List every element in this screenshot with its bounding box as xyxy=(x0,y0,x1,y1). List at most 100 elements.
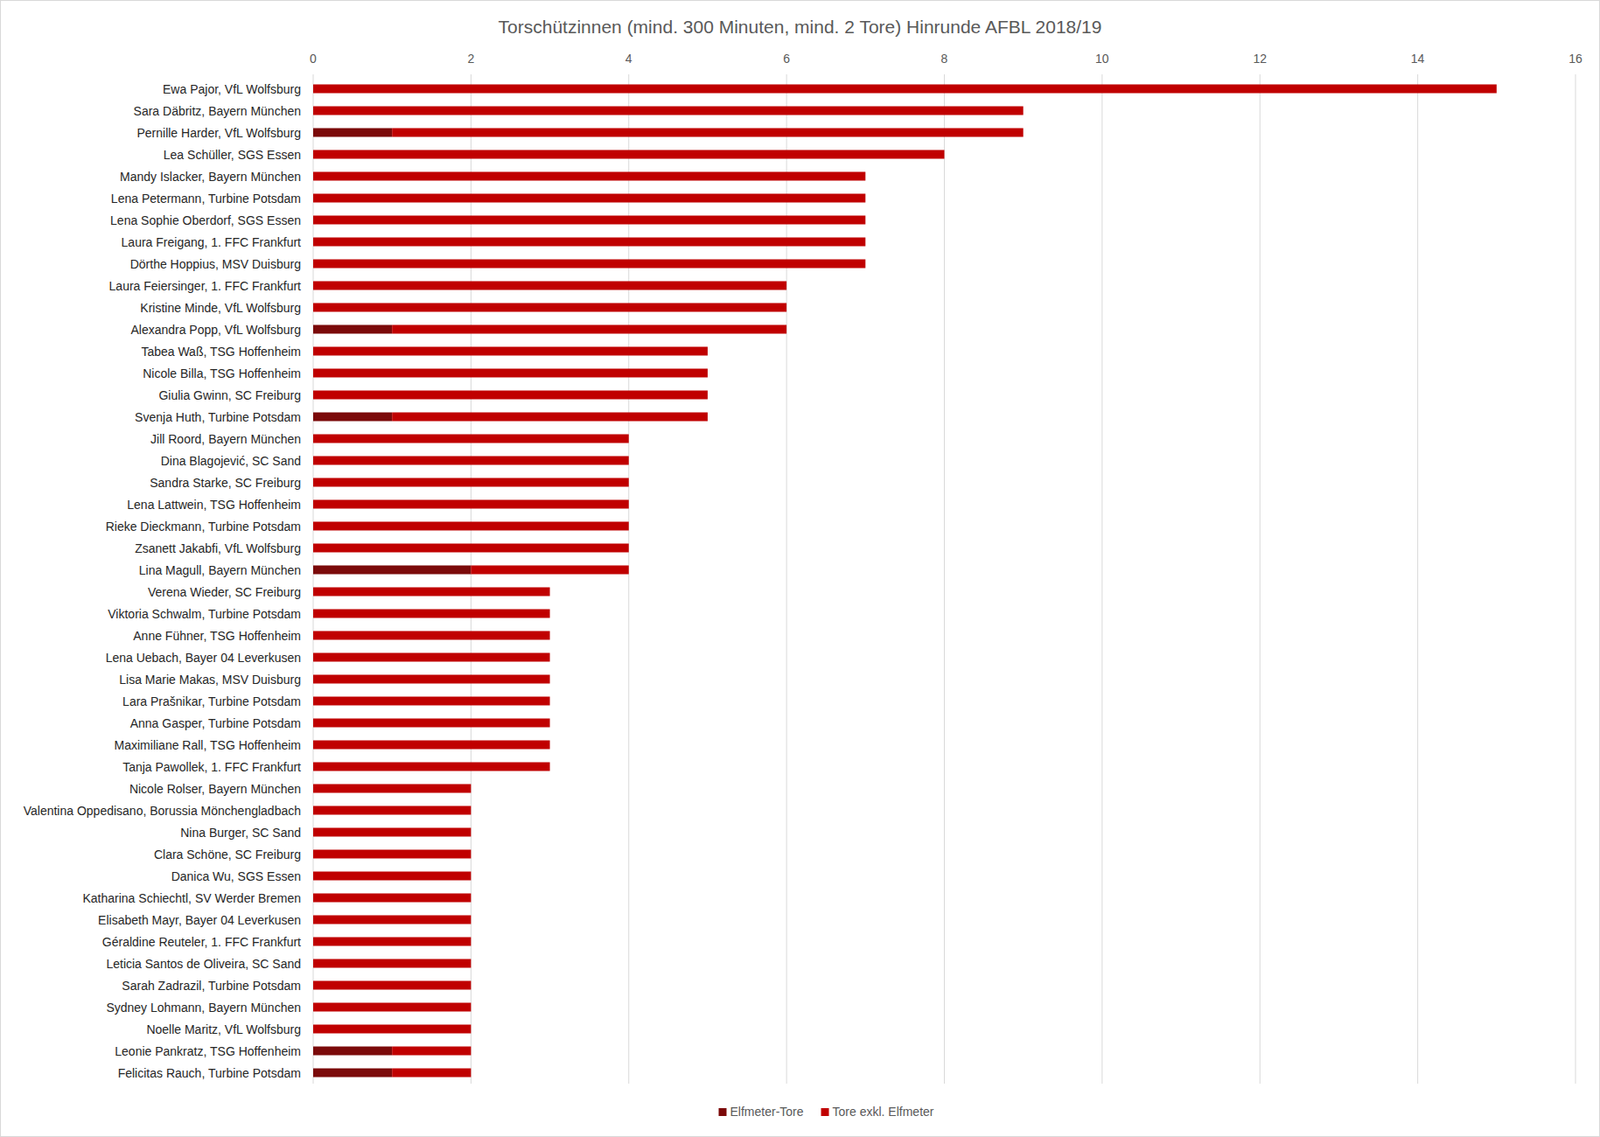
bar xyxy=(313,259,866,269)
chart-frame xyxy=(0,0,1600,1137)
category-label: Lisa Marie Makas, MSV Duisburg xyxy=(118,672,301,687)
bar xyxy=(313,412,392,422)
bar xyxy=(313,1003,471,1013)
bar xyxy=(313,216,866,225)
bar xyxy=(313,237,866,247)
category-label: Svenja Huth, Turbine Potsdam xyxy=(134,410,301,425)
category-label: Lina Magull, Bayern München xyxy=(139,563,301,578)
bar xyxy=(313,281,787,291)
bar xyxy=(313,959,471,969)
bar xyxy=(313,981,471,991)
tick-label: 16 xyxy=(1568,51,1583,66)
bar xyxy=(313,128,392,138)
bar xyxy=(313,456,629,466)
category-label: Leticia Santos de Oliveira, SC Sand xyxy=(105,957,301,972)
bar xyxy=(313,653,551,663)
bar xyxy=(313,303,787,313)
category-label: Danica Wu, SGS Essen xyxy=(171,869,301,884)
bar xyxy=(313,1068,392,1078)
category-label: Dörthe Hoppius, MSV Duisburg xyxy=(130,257,301,272)
bar xyxy=(313,522,629,532)
category-label: Anne Fühner, TSG Hoffenheim xyxy=(132,628,301,643)
grid-line xyxy=(943,74,945,1084)
bar xyxy=(313,150,945,160)
bar xyxy=(313,565,471,575)
bar xyxy=(391,1068,471,1078)
tick-label: 2 xyxy=(467,51,475,66)
bar xyxy=(313,500,629,510)
tick-label: 6 xyxy=(782,51,790,66)
category-label: Lena Sophie Oberdorf, SGS Essen xyxy=(110,213,301,228)
tick-label: 0 xyxy=(309,51,317,66)
legend-label: Elfmeter-Tore xyxy=(730,1104,804,1119)
grid-line xyxy=(1101,74,1103,1084)
bars xyxy=(313,84,1497,1078)
category-label: Ewa Pajor, VfL Wolfsburg xyxy=(162,82,301,97)
bar xyxy=(313,719,551,728)
bar xyxy=(313,762,551,772)
bar xyxy=(391,412,708,422)
grid-line xyxy=(470,74,472,1084)
category-label: Pernille Harder, VfL Wolfsburg xyxy=(136,125,301,140)
category-label: Lara Prašnikar, Turbine Potsdam xyxy=(122,694,301,709)
bar xyxy=(313,675,551,685)
category-label: Dina Blagojević, SC Sand xyxy=(160,454,301,469)
tick-label: 8 xyxy=(941,51,949,66)
category-label: Lena Lattwein, TSG Hoffenheim xyxy=(126,497,301,512)
bar xyxy=(313,84,1497,94)
category-label: Clara Schöne, SC Freiburg xyxy=(153,847,301,862)
legend-swatch xyxy=(719,1108,727,1117)
bar xyxy=(313,347,708,357)
category-label: Valentina Oppedisano, Borussia Mönchengl… xyxy=(23,803,301,818)
tick-label: 4 xyxy=(625,51,633,66)
bar xyxy=(313,850,471,860)
tick-label: 12 xyxy=(1252,51,1267,66)
bar xyxy=(391,1047,471,1056)
category-label: Zsanett Jakabfi, VfL Wolfsburg xyxy=(134,541,301,556)
grid-line xyxy=(1575,74,1577,1084)
category-label: Nicole Billa, TSG Hoffenheim xyxy=(142,366,301,381)
bar xyxy=(313,325,392,335)
category-label: Lena Petermann, Turbine Potsdam xyxy=(111,191,301,206)
title: Torschützinnen (mind. 300 Minuten, mind.… xyxy=(498,16,1103,37)
bar xyxy=(313,894,471,903)
bar xyxy=(313,369,708,378)
category-label: Maximiliane Rall, TSG Hoffenheim xyxy=(114,738,301,753)
category-label: Sarah Zadrazil, Turbine Potsdam xyxy=(121,978,301,993)
category-label: Felicitas Rauch, Turbine Potsdam xyxy=(118,1066,301,1081)
grid-line xyxy=(628,74,629,1084)
category-label: Elisabeth Mayr, Bayer 04 Leverkusen xyxy=(97,913,301,928)
grid-line xyxy=(313,74,315,1084)
legend: Elfmeter-Tore Tore exkl. Elfmeter xyxy=(719,1104,935,1119)
bar xyxy=(391,128,1024,138)
bar xyxy=(313,194,866,203)
category-label: Tabea Waß, TSG Hoffenheim xyxy=(140,344,301,359)
bar xyxy=(313,172,866,182)
category-label: Katharina Schiechtl, SV Werder Bremen xyxy=(82,891,301,906)
category-label: Kristine Minde, VfL Wolfsburg xyxy=(139,300,301,315)
category-label: Viktoria Schwalm, Turbine Potsdam xyxy=(107,607,301,622)
grid-line xyxy=(786,74,788,1084)
bar xyxy=(313,631,551,641)
chart: Torschützinnen (mind. 300 Minuten, mind.… xyxy=(0,0,1600,1137)
bar xyxy=(313,1047,392,1056)
category-label: Sara Däbritz, Bayern München xyxy=(133,104,301,119)
category-label: Leonie Pankratz, TSG Hoffenheim xyxy=(114,1044,301,1059)
category-label: Géraldine Reuteler, 1. FFC Frankfurt xyxy=(102,935,301,950)
bar xyxy=(313,915,471,925)
legend-swatch xyxy=(821,1108,830,1117)
category-label: Lena Uebach, Bayer 04 Leverkusen xyxy=(105,650,301,665)
bar xyxy=(313,740,551,750)
bar xyxy=(313,587,551,597)
category-label: Anna Gasper, Turbine Potsdam xyxy=(130,716,301,731)
category-label: Sandra Starke, SC Freiburg xyxy=(149,475,301,490)
bar xyxy=(313,1025,471,1035)
category-label: Mandy Islacker, Bayern München xyxy=(119,169,301,184)
bar xyxy=(313,544,629,553)
legend-label: Tore exkl. Elfmeter xyxy=(832,1104,935,1119)
bar xyxy=(313,391,708,400)
grid-line xyxy=(1417,74,1419,1084)
category-label: Lea Schüller, SGS Essen xyxy=(163,147,301,162)
category-label: Tanja Pawollek, 1. FFC Frankfurt xyxy=(122,760,301,775)
category-label: Rieke Dieckmann, Turbine Potsdam xyxy=(105,519,301,534)
